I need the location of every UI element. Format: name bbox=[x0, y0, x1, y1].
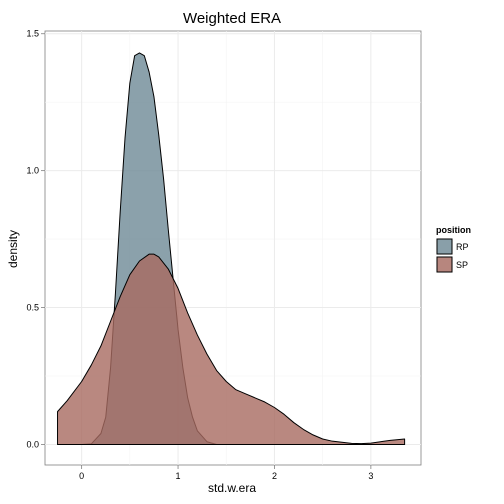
x-tick-label: 2 bbox=[272, 471, 277, 481]
y-tick-label: 1.0 bbox=[26, 166, 39, 176]
legend-swatch-sp bbox=[436, 256, 453, 273]
y-tick-label: 0.5 bbox=[26, 303, 39, 313]
chart-title: Weighted ERA bbox=[183, 10, 281, 27]
x-tick-label: 1 bbox=[176, 471, 181, 481]
legend-swatch-rp bbox=[436, 238, 453, 255]
legend-label-rp: RP bbox=[456, 242, 469, 252]
legend-title: position bbox=[436, 225, 471, 235]
x-axis-title: std.w.era bbox=[208, 481, 256, 495]
legend: position RP SP bbox=[435, 225, 471, 274]
density-area-sp bbox=[57, 253, 406, 445]
y-tick-label: 1.5 bbox=[26, 29, 39, 39]
y-axis-title: density bbox=[6, 230, 20, 268]
legend-label-sp: SP bbox=[456, 260, 468, 270]
x-tick-label: 3 bbox=[368, 471, 373, 481]
x-tick-label: 0 bbox=[79, 471, 84, 481]
y-tick-label: 0.0 bbox=[26, 439, 39, 449]
plot-area: 0 1 2 3 0.0 0.5 1.0 1.5 bbox=[26, 29, 422, 481]
